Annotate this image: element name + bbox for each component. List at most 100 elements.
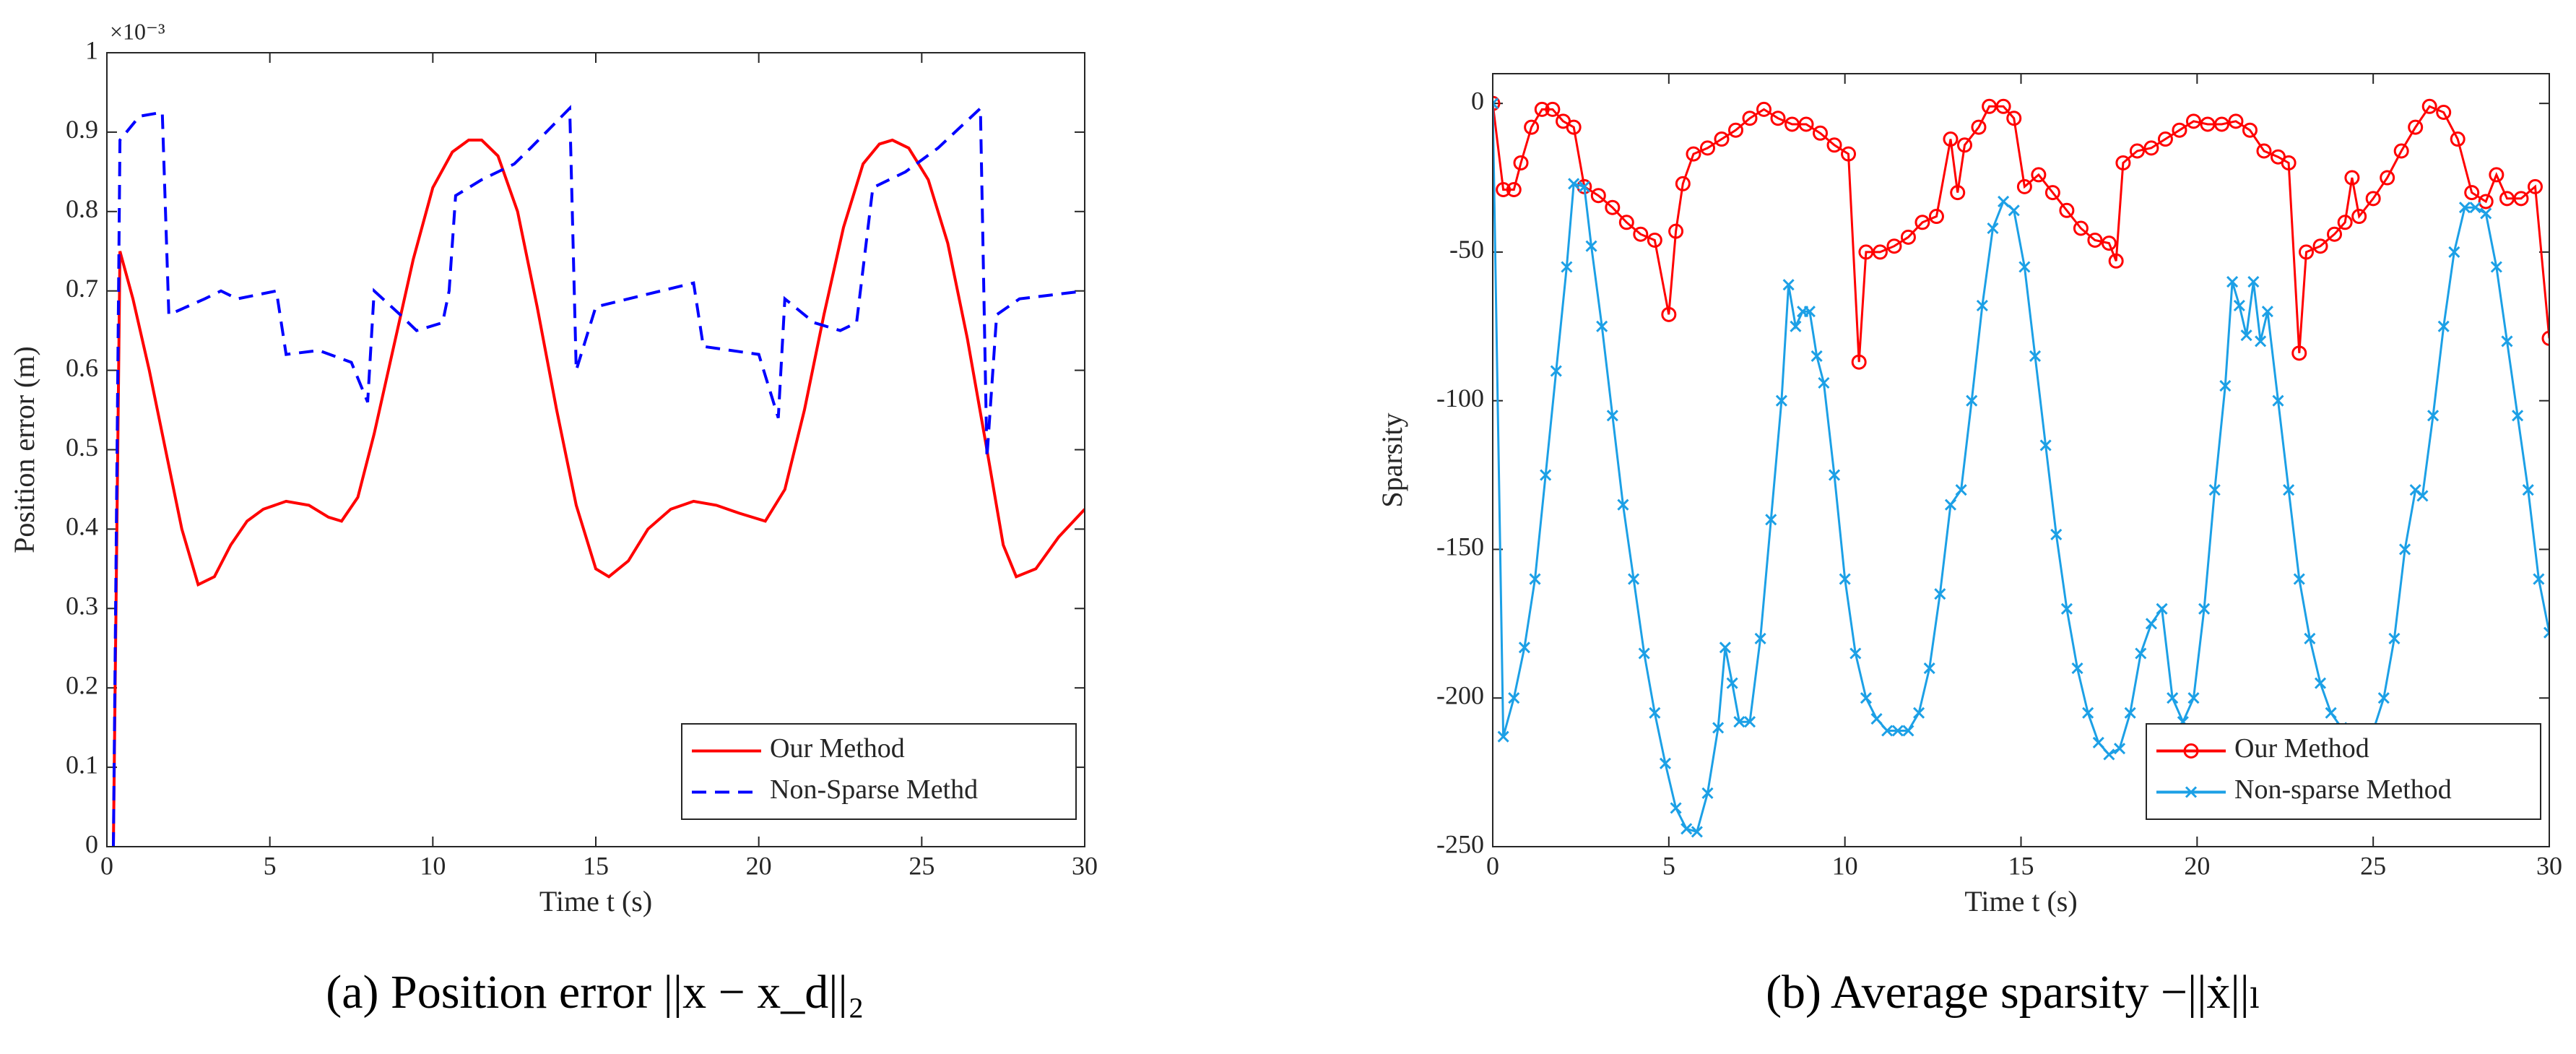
x-axis-label: Time t (s) [539, 885, 652, 917]
marker [1493, 98, 1499, 110]
marker [1506, 182, 1522, 197]
x-tick-label: 25 [2360, 851, 2386, 880]
marker [2458, 202, 2471, 214]
x-tick-label: 15 [2008, 851, 2034, 880]
marker [1902, 725, 1914, 737]
marker [2228, 113, 2244, 129]
marker [1742, 111, 1758, 126]
legend-label: Non-sparse Method [2234, 774, 2452, 805]
marker [2198, 602, 2211, 615]
marker [2060, 602, 2073, 615]
marker [1733, 716, 1745, 728]
x-tick-label: 20 [746, 851, 772, 880]
marker [2113, 743, 2126, 755]
marker [2115, 155, 2131, 170]
marker [1881, 725, 1894, 737]
marker [1966, 394, 1978, 407]
marker [2006, 111, 2022, 126]
marker [2416, 490, 2429, 502]
marker [1493, 95, 1501, 111]
legend-label: Our Method [2234, 733, 2369, 764]
marker [1886, 238, 1902, 254]
y-axis-label: Sparsity [1376, 412, 1408, 507]
marker [2533, 573, 2545, 585]
marker [2073, 220, 2089, 236]
x-tick-label: 15 [583, 851, 609, 880]
marker [1826, 137, 1842, 153]
marker [1976, 299, 1988, 312]
marker [2408, 119, 2424, 135]
chart: 0 5 10 15 20 25 30 -250 -200 -150 -100 -50 0 Time t (… [1376, 73, 2562, 1019]
marker [2044, 185, 2060, 201]
caption: (b) Average sparsity −||ẋ||ₗ [1766, 966, 2261, 1019]
chart: 0 5 10 15 20 25 30 0 0.1 0.2 0.3 0.4 0.5 0.6 0.7 0.8 0.9… [8, 18, 1098, 1019]
marker [1699, 140, 1715, 156]
y-tick-label: 0.2 [66, 670, 98, 699]
marker [2436, 105, 2452, 120]
legend-marker [2185, 786, 2198, 798]
marker [2513, 191, 2529, 207]
marker [1943, 131, 1959, 147]
marker [2124, 707, 2136, 719]
marker [1923, 662, 1935, 675]
y-axis-label: Position error (m) [8, 346, 40, 553]
legend-label: Our Method [770, 733, 905, 764]
marker [1513, 155, 1529, 170]
x-tick-label: 25 [908, 851, 934, 880]
marker [2157, 131, 2173, 147]
x-tick-label: 20 [2184, 851, 2210, 880]
marker [1914, 215, 1930, 230]
marker [1998, 195, 2010, 208]
marker [2478, 194, 2494, 209]
marker [2450, 131, 2466, 147]
marker [2208, 484, 2221, 496]
y-tick-label: 0.6 [66, 353, 98, 382]
marker [2247, 276, 2260, 288]
marker [1913, 707, 1925, 719]
marker [2156, 602, 2168, 615]
marker [1872, 244, 1888, 260]
marker [1638, 647, 1650, 660]
marker [1944, 498, 1957, 511]
marker [1585, 240, 1597, 252]
marker [1987, 222, 1999, 235]
marker [2101, 236, 2117, 251]
marker [1982, 98, 1998, 114]
marker [2226, 276, 2239, 288]
marker [1712, 722, 1725, 734]
marker [2489, 167, 2505, 183]
marker [2008, 204, 2020, 217]
marker [1839, 573, 1851, 585]
marker [2393, 143, 2409, 159]
marker [2187, 692, 2200, 704]
marker [1529, 573, 1541, 585]
x-tick-label: 0 [100, 851, 113, 880]
marker [1566, 119, 1582, 135]
y-tick-label: 0.7 [66, 274, 98, 303]
marker [2029, 350, 2042, 363]
marker [2380, 170, 2395, 186]
marker [1756, 101, 1772, 117]
legend-box [681, 723, 1077, 820]
marker [1518, 642, 1530, 654]
marker [1701, 787, 1714, 799]
marker [1590, 188, 1606, 204]
marker [2325, 707, 2337, 719]
marker [1628, 573, 1640, 585]
marker [1540, 469, 1552, 481]
x-tick-label: 30 [1072, 851, 1098, 880]
marker [2299, 244, 2315, 260]
marker [1618, 215, 1634, 230]
x-axis-label: Time t (s) [1964, 885, 2077, 917]
marker [1508, 692, 1520, 704]
marker [1647, 232, 1662, 248]
axes-frame [106, 52, 1085, 847]
x-tick-label: 5 [1662, 851, 1675, 880]
marker [2059, 202, 2075, 218]
plot-marks [1493, 95, 2549, 838]
marker [2314, 677, 2327, 689]
marker [1661, 306, 1677, 322]
marker [1524, 119, 1540, 135]
marker [1743, 716, 1756, 728]
